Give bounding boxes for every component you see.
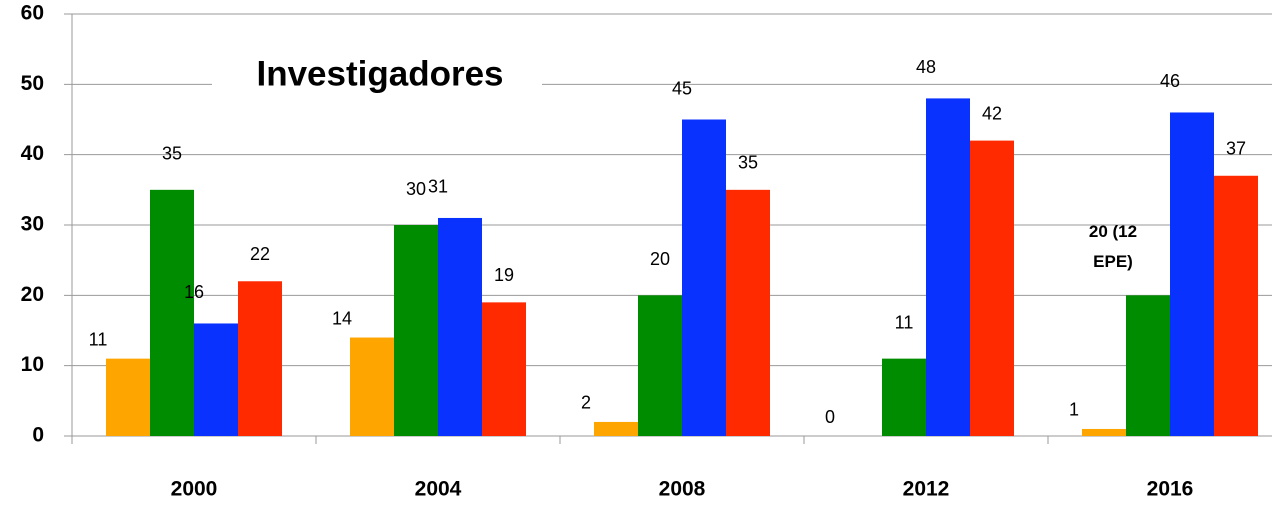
data-label: 19 [494,265,514,285]
chart-title: Investigadores [256,54,503,93]
data-label-box: 20 (12 EPE) [1088,222,1138,272]
data-label: 45 [672,78,692,98]
title-background [212,50,542,106]
bar [482,302,526,436]
x-tick-label: 2000 [171,478,218,501]
data-label: 16 [184,282,204,302]
bar [1082,428,1126,436]
y-tick-label: 10 [21,353,44,376]
bar [682,119,726,436]
y-tick-label: 20 [21,283,44,306]
bar [194,323,238,436]
bar [970,140,1014,436]
x-tick-label: 2012 [903,478,950,501]
bar [1170,112,1214,436]
bar [594,421,638,436]
x-tick-label: 2004 [415,478,462,501]
data-label: 31 [428,177,448,197]
data-label: 20 [650,249,670,269]
y-tick-label: 60 [21,2,44,25]
data-label: 14 [332,308,352,328]
bar [882,358,926,436]
data-label: 22 [250,244,270,264]
x-tick-label: 2016 [1147,478,1194,501]
data-label: 11 [895,312,914,332]
data-label: 42 [982,103,1002,123]
bar [1214,175,1258,436]
data-label: 1 [1069,400,1079,420]
data-label: 0 [825,407,835,427]
y-tick-label: 30 [21,213,44,236]
data-label: 11 [89,329,108,349]
bar [438,217,482,436]
bar [394,225,438,436]
bar [1126,295,1170,436]
data-label: 48 [916,57,936,77]
bar [238,281,282,436]
bar [726,189,770,436]
y-tick-label: 40 [21,142,44,165]
data-label: 30 [406,179,426,199]
data-label: 20 (12 EPE) [1088,222,1138,272]
bar [926,98,970,437]
bar [150,189,194,436]
data-label: 46 [1160,71,1180,91]
data-label: 35 [162,144,182,164]
y-tick-label: 50 [21,72,44,95]
data-label: 37 [1226,139,1246,159]
bar [106,358,150,436]
bar [638,295,682,436]
data-label: 2 [581,393,591,413]
bar [350,337,394,436]
y-tick-label: 0 [32,424,44,447]
data-label: 35 [738,153,758,173]
x-tick-label: 2008 [659,478,706,501]
